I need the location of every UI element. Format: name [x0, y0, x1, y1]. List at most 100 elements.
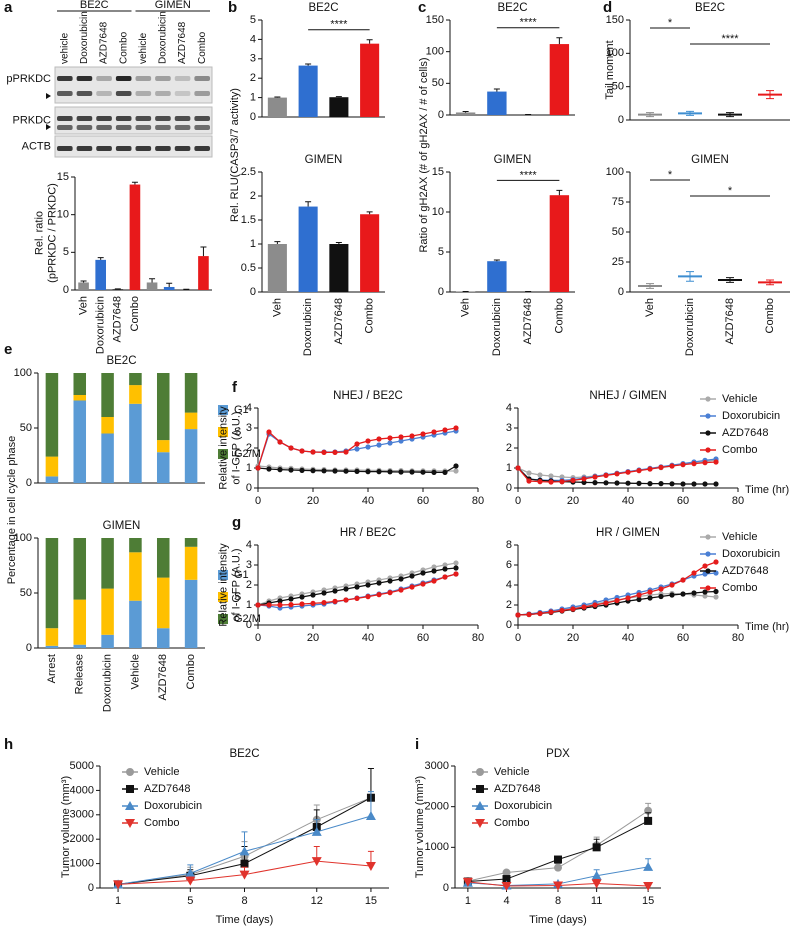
x-tick-label: 0: [515, 495, 521, 507]
legend-label: Vehicle: [494, 766, 529, 778]
point: [554, 863, 562, 872]
y-axis-label: Tail moment: [604, 40, 616, 99]
blot-band: [174, 125, 191, 130]
point: [255, 602, 261, 608]
point: [548, 609, 554, 615]
x-tick-label: Vehicle: [129, 654, 141, 689]
point: [321, 590, 327, 596]
blot-band: [115, 91, 132, 96]
point: [502, 875, 511, 884]
sig-label: *: [668, 17, 673, 29]
x-tick-label: Doxorubicin: [684, 298, 696, 356]
blot-band: [194, 116, 210, 121]
x-tick-label: 5: [187, 895, 193, 907]
y-axis-label: of I-GFP (A.U.): [230, 411, 242, 484]
x-tick-label: 80: [472, 495, 484, 507]
blot-band: [96, 146, 112, 151]
point: [354, 441, 360, 447]
legend-marker: [705, 396, 711, 402]
error-bar: [80, 280, 87, 283]
y-tick-label: 3: [250, 53, 256, 65]
legend-label: Combo: [722, 444, 757, 456]
lane-label: AZD7648: [99, 21, 110, 64]
point: [239, 870, 250, 880]
y-tick-label: 0: [443, 882, 449, 894]
bar-segment: [73, 644, 87, 648]
y-tick-label: 0: [438, 286, 444, 298]
lane-label: Combo: [118, 31, 129, 64]
x-axis-label: Time (hr): [745, 484, 789, 496]
x-tick-label: Veh: [460, 298, 472, 317]
blot-band: [57, 91, 73, 96]
point: [592, 474, 598, 480]
point: [603, 472, 609, 478]
error-bar: [726, 112, 734, 118]
arrowhead: [46, 93, 51, 99]
point: [310, 468, 316, 474]
legend-label: Combo: [494, 817, 529, 829]
blot-band: [135, 91, 152, 96]
blot-band: [115, 76, 132, 81]
error-bar: [149, 278, 156, 283]
y-tick-label: 100: [14, 532, 32, 544]
x-tick-label: AZD7648: [333, 298, 345, 344]
blot-band: [115, 146, 132, 151]
bar-segment: [129, 600, 142, 648]
point: [266, 429, 272, 435]
blot-band: [57, 116, 73, 121]
y-tick-label: 1.5: [241, 214, 256, 226]
y-tick-label: 0: [88, 882, 94, 894]
legend-marker: [126, 785, 134, 793]
y-tick-label: 4: [506, 402, 512, 414]
y-tick-label: 2: [250, 72, 256, 84]
panel-letter: g: [232, 514, 241, 531]
y-tick-label: 2000: [70, 833, 94, 845]
point: [453, 425, 459, 431]
point: [501, 881, 512, 891]
y-tick-label: 50: [612, 81, 624, 93]
blot-band: [135, 146, 152, 151]
y-tick-label: 5: [438, 246, 444, 258]
point: [581, 479, 587, 485]
x-tick-label: Combo: [129, 296, 141, 331]
point: [713, 588, 719, 595]
point: [343, 449, 349, 455]
bar: [198, 256, 209, 290]
point: [592, 602, 598, 608]
error-bar: [274, 96, 281, 98]
bar-segment: [101, 634, 114, 648]
point: [636, 596, 642, 603]
x-tick-label: Doxorubicin: [491, 298, 503, 356]
point: [702, 589, 708, 595]
error-bar: [166, 282, 173, 287]
y-tick-label: 2: [506, 442, 512, 454]
point: [658, 481, 664, 487]
point: [321, 449, 327, 455]
point: [311, 857, 322, 867]
point: [691, 481, 697, 487]
point: [387, 469, 393, 475]
legend-label: Vehicle: [722, 531, 757, 543]
point: [713, 559, 719, 565]
point: [409, 433, 415, 439]
blot-band: [76, 116, 93, 121]
y-tick-label: 10: [57, 209, 69, 221]
x-tick-label: 11: [591, 895, 602, 907]
point: [669, 592, 675, 598]
y-tick-label: 100: [14, 367, 32, 379]
chart-title: GIMEN: [691, 154, 729, 166]
y-tick-label: 3: [246, 559, 252, 571]
y-tick-label: 8: [506, 539, 512, 551]
point: [442, 562, 448, 568]
point: [354, 595, 360, 602]
blot-panel: [54, 66, 213, 104]
x-tick-label: Release: [74, 654, 86, 694]
bar-segment: [73, 373, 87, 395]
x-tick-label: 20: [307, 632, 319, 644]
bar-segment: [73, 538, 87, 600]
point: [277, 439, 283, 445]
legend-label: G2/M: [234, 448, 261, 460]
point: [310, 592, 316, 598]
point: [442, 427, 448, 433]
bar: [329, 97, 349, 117]
